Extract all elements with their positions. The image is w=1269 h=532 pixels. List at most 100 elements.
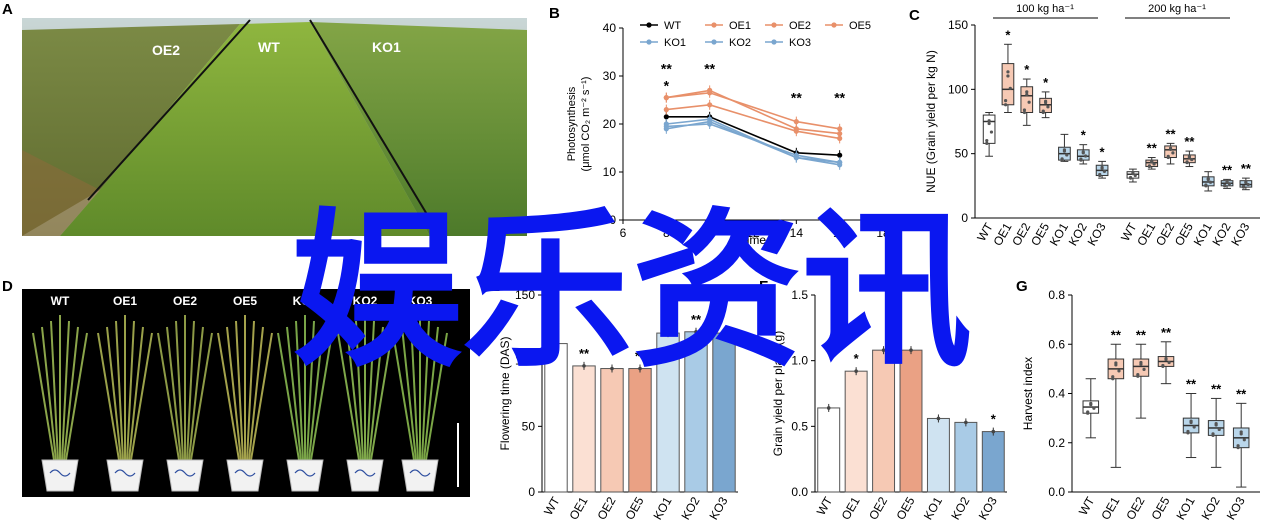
plant-stem — [106, 326, 122, 461]
bar-KO3 — [981, 431, 1005, 493]
box-point — [1022, 108, 1027, 112]
harvest-index-box-chart: G 0.0 0.2 0.4 0.6 0.8 Harvest index WT ** OE1 ** O… — [1016, 278, 1260, 522]
y-tick-label: 150 — [515, 288, 535, 302]
y-tick-label: 50 — [522, 419, 536, 433]
x-tick-label: OE2 — [866, 494, 890, 522]
x-tick-label: KO3 — [1228, 220, 1252, 248]
significance-mark: ** — [1166, 126, 1177, 141]
significance-mark: ** — [1241, 161, 1252, 176]
box-point — [1239, 430, 1243, 434]
plant-stem — [115, 320, 124, 461]
box-point — [1111, 375, 1115, 379]
y-tick-label: 0.6 — [1048, 337, 1065, 351]
legend-marker — [771, 22, 777, 28]
plant-stem — [392, 332, 415, 461]
x-tick-label: OE5 — [1172, 220, 1196, 248]
box-point — [1100, 165, 1104, 169]
box-point — [1133, 173, 1137, 178]
panel-g: G 0.0 0.2 0.4 0.6 0.8 Harvest index WT ** OE1 ** O… — [1010, 275, 1269, 527]
significance-mark: ** — [1186, 377, 1197, 392]
bar-KO1 — [656, 332, 680, 493]
legend-label: WT — [664, 20, 681, 32]
x-tick-label: OE1 — [839, 494, 863, 522]
y-tick-label: 40 — [603, 21, 617, 35]
y-tick-label: 10 — [603, 165, 617, 179]
box-point — [1236, 444, 1240, 448]
plant-stem — [306, 320, 315, 461]
bar-point — [909, 348, 913, 352]
plant-stem — [41, 326, 57, 461]
x-tick-label: OE1 — [1134, 220, 1158, 248]
y-tick-label: 30 — [603, 69, 617, 83]
y-axis-label: Flowering time (DAS) — [498, 336, 512, 450]
plant-stem — [246, 320, 255, 461]
box-point — [1041, 109, 1045, 113]
plant-label: KO3 — [408, 294, 433, 308]
box-point — [1166, 154, 1170, 158]
box-point — [987, 119, 991, 123]
box-point — [1006, 74, 1010, 78]
photo-a-label-oe2: OE2 — [152, 42, 180, 58]
significance-mark: * — [1043, 75, 1049, 90]
plant-label: OE2 — [173, 294, 197, 308]
significance-mark: ** — [1111, 327, 1122, 342]
significance-mark: ** — [1147, 141, 1158, 156]
plant-stem — [248, 326, 264, 461]
series-line-OE2 — [666, 89, 840, 135]
bar-KO1 — [926, 417, 950, 493]
x-tick-label: WT — [814, 494, 836, 518]
x-tick-label: KO2 — [1199, 494, 1223, 522]
significance-mark: * — [991, 412, 997, 427]
plant-stem — [295, 320, 304, 461]
significance-mark: ** — [691, 312, 702, 327]
legend-marker — [646, 22, 652, 28]
series-line-KO1 — [666, 118, 840, 164]
box-point — [1168, 146, 1173, 150]
box-point — [1150, 159, 1154, 163]
box-point — [1211, 432, 1215, 436]
x-tick-label: KO2 — [948, 494, 972, 522]
box-point — [1139, 360, 1143, 365]
bar-OE2 — [600, 368, 624, 493]
x-tick-label: OE1 — [566, 494, 590, 522]
y-tick-label: 50 — [955, 147, 969, 161]
box-point — [1065, 153, 1069, 157]
panel-g-label: G — [1016, 278, 1028, 295]
x-tick-label: KO3 — [1085, 220, 1109, 248]
bar-point — [638, 366, 642, 371]
x-tick-label: KO1 — [921, 494, 945, 522]
box-point — [1060, 157, 1064, 161]
panel-b-label: B — [549, 5, 560, 22]
y-tick-label: 0.5 — [791, 419, 808, 433]
plant-stem — [423, 326, 439, 461]
box-point — [1128, 175, 1133, 180]
photo-a-field-ko1 — [310, 22, 527, 236]
y-axis-label-unit: (μmol CO₂ m⁻² s⁻¹) — [580, 77, 592, 172]
box-point — [1062, 148, 1067, 152]
plant-pot — [41, 459, 79, 492]
x-tick-label: WT — [541, 494, 563, 518]
plant-stem — [370, 332, 393, 461]
data-point — [837, 135, 843, 141]
y-tick-label: 100 — [948, 82, 968, 96]
x-tick-label: 8 — [663, 226, 670, 240]
panel-c: C 0 50 100 150 NUE (Grain yield per kg N) WT *… — [905, 0, 1269, 255]
plant-pot — [166, 459, 204, 492]
x-tick-label: 6 — [620, 226, 627, 240]
bar-point — [854, 369, 858, 373]
pot-pattern — [174, 469, 196, 477]
bar-point — [582, 364, 586, 368]
significance-mark: * — [1100, 144, 1106, 159]
box-WT — [982, 114, 996, 144]
x-tick-label: 10 — [703, 226, 717, 240]
y-tick-label: 0 — [528, 485, 535, 499]
box-point — [1008, 86, 1012, 90]
significance-mark: ** — [1136, 327, 1147, 342]
legend-label: KO2 — [729, 37, 751, 49]
x-tick-label: OE1 — [990, 220, 1014, 248]
legend-label: KO1 — [664, 37, 686, 49]
x-tick-label: OE1 — [1098, 494, 1122, 522]
plant-stem — [401, 326, 417, 461]
box-point — [1086, 410, 1090, 414]
